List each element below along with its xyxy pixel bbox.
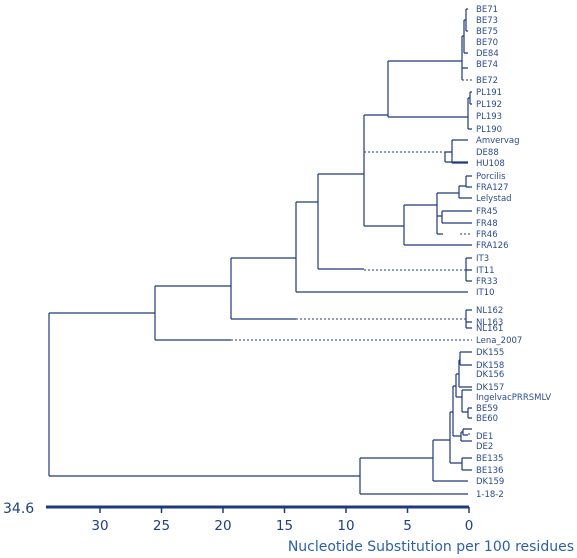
leaf-label: DK159 <box>476 477 504 487</box>
tree-branches <box>48 8 472 495</box>
leaf-label: 1-18-2 <box>476 490 504 500</box>
leaf-label: BE135 <box>476 454 503 464</box>
branch <box>449 411 462 464</box>
leaf-label: PL192 <box>476 100 502 110</box>
branch <box>363 114 404 227</box>
branch <box>461 8 468 80</box>
leaf-label: FRA126 <box>476 241 509 251</box>
branch <box>295 201 468 293</box>
branch <box>444 139 468 164</box>
branch <box>317 173 364 270</box>
leaf-label: DK157 <box>476 383 504 393</box>
leaf-label: Porcilis <box>476 172 506 182</box>
branch <box>465 309 472 329</box>
leaf-label: FR33 <box>476 277 498 287</box>
axis-title: Nucleotide Substitution per 100 residues <box>288 539 574 555</box>
leaf-label: BE71 <box>476 5 498 15</box>
scale-axis: 34.6 30 25 20 15 10 5 0 Nucleotide Substitutio… <box>3 501 574 555</box>
leaf-label: IngelvacPRRSMLV <box>476 393 551 403</box>
leaf-label: DK155 <box>476 348 504 358</box>
leaf-label: BE75 <box>476 27 498 37</box>
leaf-label: FRA127 <box>476 183 509 193</box>
axis-tick-label: 25 <box>153 518 170 534</box>
leaf-label: PL193 <box>476 112 502 122</box>
branch <box>48 312 360 477</box>
branch <box>460 428 472 442</box>
leaf-label: PL190 <box>476 125 502 135</box>
axis-ticks: 30 25 20 15 10 5 0 <box>91 507 473 534</box>
branch <box>154 285 231 341</box>
branch <box>467 91 472 130</box>
branch <box>461 457 472 471</box>
leaf-label: FR48 <box>476 219 498 229</box>
axis-tick-label: 5 <box>403 518 412 534</box>
branch <box>452 385 461 437</box>
leaf-label: FR45 <box>476 207 498 217</box>
leaf-label: BE70 <box>476 38 498 48</box>
branch <box>359 457 468 495</box>
leaf-label: BE60 <box>476 414 498 424</box>
dotted-branches <box>231 79 472 437</box>
leaf-label: DK158 <box>476 361 504 371</box>
leaf-label: FR46 <box>476 230 498 240</box>
leaf-label: DE2 <box>476 442 493 452</box>
leaf-label: DK156 <box>476 370 504 380</box>
branch <box>403 204 472 246</box>
axis-tick-label: 0 <box>465 518 474 534</box>
branch <box>230 257 296 320</box>
axis-tick-label: 20 <box>214 518 231 534</box>
leaf-label: BE59 <box>476 404 498 414</box>
leaf-label: Lena_2007 <box>476 336 522 346</box>
leaf-label: HU108 <box>476 159 505 169</box>
leaf-label: BE73 <box>476 16 498 26</box>
branch <box>461 389 472 419</box>
branch <box>458 175 472 199</box>
axis-max-label: 34.6 <box>3 501 34 517</box>
leaf-label: BE136 <box>476 466 503 476</box>
axis-tick-label: 30 <box>91 518 108 534</box>
leaf-label: BE74 <box>476 60 498 70</box>
branch <box>458 351 472 388</box>
branch <box>436 192 459 235</box>
leaf-label: IT3 <box>476 254 489 264</box>
branch <box>432 439 468 482</box>
leaf-label: PL191 <box>476 88 502 98</box>
leaf-label: IT11 <box>476 266 495 276</box>
leaf-label: Amvervag <box>476 136 519 146</box>
leaf-label: Lelystad <box>476 194 512 204</box>
leaf-label: DE88 <box>476 148 499 158</box>
leaf-label: NL162 <box>476 306 503 316</box>
leaf-label: NL161 <box>476 324 503 334</box>
dotted-branch <box>231 79 472 437</box>
axis-tick-label: 15 <box>276 518 293 534</box>
leaf-label: NL163 <box>476 318 503 328</box>
leaf-label: IT10 <box>476 288 495 298</box>
leaf-label: DE84 <box>476 49 499 59</box>
axis-tick-label: 10 <box>337 518 354 534</box>
branch <box>441 210 472 224</box>
branch <box>465 257 472 282</box>
leaf-label: DE1 <box>476 432 493 442</box>
leaf-label: BE72 <box>476 76 498 86</box>
branch <box>387 60 468 118</box>
